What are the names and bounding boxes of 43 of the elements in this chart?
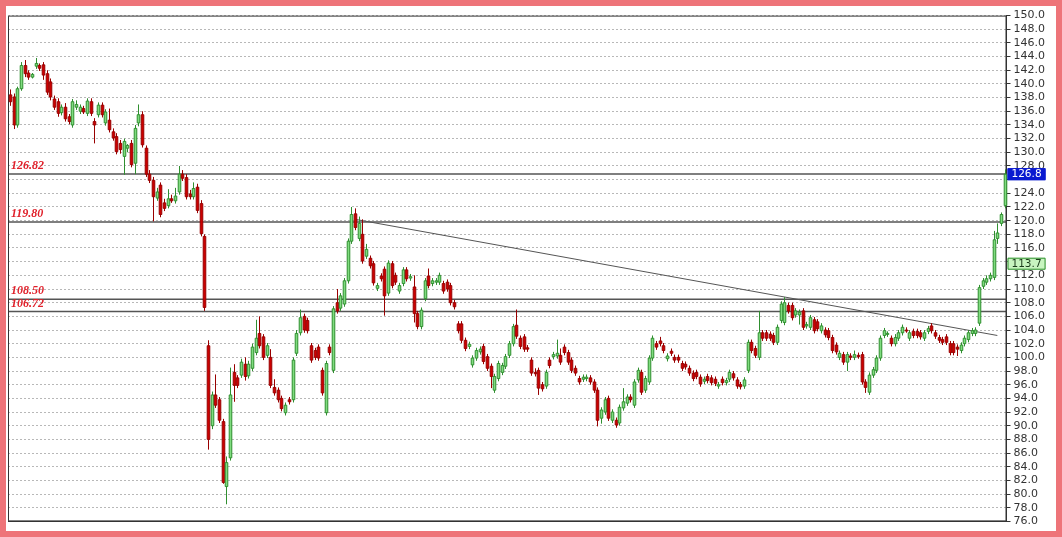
- y-tick-label: 88.0: [1013, 432, 1039, 446]
- y-tick-label: 142.0: [1013, 63, 1046, 77]
- ref-line-label: 126.82: [11, 158, 44, 173]
- y-tick-label: 110.0: [1013, 281, 1046, 295]
- y-tick-label: 124.0: [1013, 186, 1046, 200]
- y-tick-label: 94.0: [1013, 391, 1039, 405]
- y-tick-label: 86.0: [1013, 445, 1039, 459]
- y-tick-label: 132.0: [1013, 131, 1046, 145]
- candlestick: [239, 358, 244, 379]
- y-tick-label: 108.0: [1013, 295, 1046, 309]
- y-tick-label: 76.0: [1013, 514, 1039, 528]
- y-tick-label: 84.0: [1013, 459, 1039, 473]
- y-tick-label: 140.0: [1013, 76, 1046, 90]
- ref-line-label: 119.80: [11, 206, 44, 221]
- y-tick-label: 130.0: [1013, 145, 1046, 159]
- y-tick-label: 92.0: [1013, 404, 1039, 418]
- y-tick-label: 136.0: [1013, 104, 1046, 118]
- annotation: 113.7: [1011, 256, 1042, 269]
- y-tick-label: 112.0: [1013, 268, 1046, 282]
- y-tick-label: 118.0: [1013, 227, 1046, 241]
- y-tick-label: 82.0: [1013, 473, 1039, 487]
- y-tick-label: 144.0: [1013, 49, 1046, 63]
- y-tick-label: 104.0: [1013, 322, 1046, 336]
- y-tick-label: 102.0: [1013, 336, 1046, 350]
- y-tick-label: 146.0: [1013, 35, 1046, 49]
- y-tick-label: 116.0: [1013, 240, 1046, 254]
- y-tick-label: 98.0: [1013, 363, 1039, 377]
- y-tick-label: 122.0: [1013, 199, 1046, 213]
- ref-line-label: 106.72: [11, 295, 44, 310]
- ref-line-label: 108.50: [11, 283, 44, 298]
- candlestick: [136, 103, 141, 127]
- y-tick-label: 100.0: [1013, 350, 1046, 364]
- y-tick-label: 120.0: [1013, 213, 1046, 227]
- y-tick-label: 106.0: [1013, 309, 1046, 323]
- y-tick-label: 134.0: [1013, 117, 1046, 131]
- y-tick-label: 150.0: [1013, 8, 1046, 22]
- y-tick-label: 96.0: [1013, 377, 1039, 391]
- candlestick: [92, 117, 97, 144]
- y-tick-label: 90.0: [1013, 418, 1039, 432]
- y-tick-label: 148.0: [1013, 22, 1046, 36]
- y-tick-label: 138.0: [1013, 90, 1046, 104]
- y-tick-label: 78.0: [1013, 500, 1039, 514]
- y-tick-label: 80.0: [1013, 486, 1039, 500]
